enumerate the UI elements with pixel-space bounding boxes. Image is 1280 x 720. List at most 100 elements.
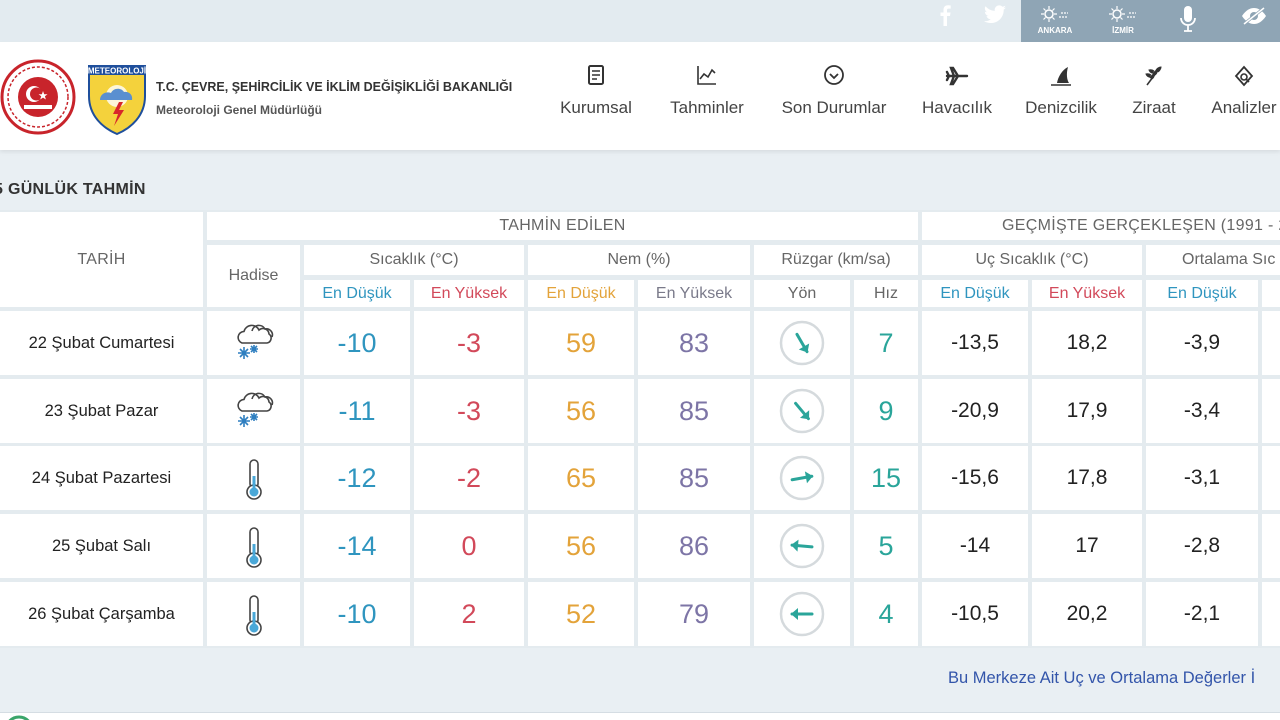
ministry-logo[interactable] xyxy=(0,58,76,136)
nav-item[interactable]: Havacılık xyxy=(897,64,1017,118)
thermometer-icon xyxy=(245,595,262,636)
forecast-header: TAHMİN EDİLEN xyxy=(207,212,918,240)
sub-header-cut xyxy=(1262,280,1280,307)
city-weather-icon[interactable] xyxy=(1108,5,1138,23)
nav-label[interactable]: Ziraat xyxy=(1132,98,1176,117)
min-temp: -14 xyxy=(304,514,410,578)
min-temp: -10 xyxy=(304,582,410,646)
wind-arrow xyxy=(779,455,825,501)
sub-header: En Düşük xyxy=(528,280,634,307)
date-cell: 26 Şubat Çarşamba xyxy=(0,582,203,646)
max-humidity: 79 xyxy=(638,582,750,646)
past-max: 18,2 xyxy=(1032,311,1142,375)
forecast-table: TARİH TAHMİN EDİLEN GEÇMİŞTE GERÇEKLEŞEN (… xyxy=(0,210,1280,648)
group-header: Uç Sıcaklık (°C) xyxy=(922,245,1142,275)
nav-item[interactable]: Ziraat xyxy=(1094,64,1214,118)
city-weather-icon[interactable] xyxy=(1040,5,1070,23)
event-cell xyxy=(207,514,300,578)
min-humidity: 56 xyxy=(528,514,634,578)
nav-item[interactable]: Denizcilik xyxy=(1001,64,1121,118)
group-header: Rüzgar (km/sa) xyxy=(754,245,918,275)
sub-header: En Yüksek xyxy=(1032,280,1142,307)
event-cell xyxy=(207,446,300,510)
min-temp: -10 xyxy=(304,311,410,375)
max-temp: -3 xyxy=(414,311,524,375)
avg-min: -2,1 xyxy=(1146,582,1258,646)
past-max: 17,8 xyxy=(1032,446,1142,510)
sub-header: Hız xyxy=(854,280,918,307)
logo-text: METEOROLOJİ xyxy=(88,67,146,76)
past-header: GEÇMİŞTE GERÇEKLEŞEN (1991 - 20 xyxy=(922,212,1280,240)
accessibility-icon[interactable] xyxy=(1240,6,1268,26)
nav-icon xyxy=(824,65,844,85)
twitter-icon[interactable] xyxy=(983,5,1007,25)
min-temp: -12 xyxy=(304,446,410,510)
wind-speed: 9 xyxy=(854,379,918,443)
top-bar: ANKARA İZMİR xyxy=(0,0,1280,42)
past-min: -13,5 xyxy=(922,311,1028,375)
nav-label[interactable]: Tahminler xyxy=(670,98,744,117)
event-cell xyxy=(207,582,300,646)
cut-cell xyxy=(1262,379,1280,443)
facebook-icon[interactable] xyxy=(936,4,956,26)
sub-header: En Düşük xyxy=(304,280,410,307)
avg-min: -3,4 xyxy=(1146,379,1258,443)
past-max: 20,2 xyxy=(1032,582,1142,646)
cut-cell xyxy=(1262,514,1280,578)
date-cell: 22 Şubat Cumartesi xyxy=(0,311,203,375)
past-min: -15,6 xyxy=(922,446,1028,510)
snow-icon xyxy=(236,324,273,359)
group-header: Nem (%) xyxy=(528,245,750,275)
bottom-icon xyxy=(8,715,30,720)
max-temp: 2 xyxy=(414,582,524,646)
past-min: -14 xyxy=(922,514,1028,578)
cut-cell xyxy=(1262,582,1280,646)
nav-item[interactable]: Tahminler xyxy=(647,64,767,118)
snow-icon xyxy=(236,392,273,427)
footer-link[interactable]: Bu Merkeze Ait Uç ve Ortalama Değerler İ xyxy=(948,669,1256,687)
avg-min: -3,9 xyxy=(1146,311,1258,375)
min-humidity: 59 xyxy=(528,311,634,375)
wind-direction xyxy=(754,446,850,510)
cut-cell xyxy=(1262,311,1280,375)
nav-icon xyxy=(1234,65,1254,87)
city-label[interactable]: ANKARA xyxy=(1037,26,1073,35)
microphone-icon[interactable] xyxy=(1179,5,1197,33)
thermometer-icon xyxy=(245,459,262,500)
wind-direction xyxy=(754,582,850,646)
past-max: 17 xyxy=(1032,514,1142,578)
max-temp: -3 xyxy=(414,379,524,443)
cut-cell xyxy=(1262,446,1280,510)
wind-arrow xyxy=(779,591,825,637)
max-humidity: 85 xyxy=(638,446,750,510)
city-bar xyxy=(1021,0,1280,42)
nav-item[interactable]: Kurumsal xyxy=(536,64,656,118)
nav-item[interactable]: Analizler xyxy=(1184,64,1280,118)
event-header: Hadise xyxy=(207,245,300,307)
ministry-name: T.C. ÇEVRE, ŞEHİRCİLİK VE İKLİM DEĞİŞİKL… xyxy=(156,80,513,94)
min-humidity: 65 xyxy=(528,446,634,510)
min-temp: -11 xyxy=(304,379,410,443)
max-temp: -2 xyxy=(414,446,524,510)
group-header: Ortalama Sıc xyxy=(1146,245,1280,275)
nav-label[interactable]: Kurumsal xyxy=(560,98,632,117)
wind-speed: 4 xyxy=(854,582,918,646)
date-cell: 25 Şubat Salı xyxy=(0,514,203,578)
nav-item[interactable]: Son Durumlar xyxy=(774,64,894,118)
nav-label[interactable]: Analizler xyxy=(1211,98,1277,117)
nav-label[interactable]: Havacılık xyxy=(922,98,992,117)
nav-label[interactable]: Son Durumlar xyxy=(781,98,887,117)
city-label[interactable]: İZMİR xyxy=(1112,26,1134,35)
wind-arrow xyxy=(779,523,825,569)
max-humidity: 83 xyxy=(638,311,750,375)
nav-icon xyxy=(588,65,604,85)
avg-min: -3,1 xyxy=(1146,446,1258,510)
sub-header: En Yüksek xyxy=(414,280,524,307)
wind-direction xyxy=(754,514,850,578)
wind-direction xyxy=(754,379,850,443)
nav-icon xyxy=(1051,67,1071,86)
nav-label[interactable]: Denizcilik xyxy=(1025,98,1097,117)
wind-arrow xyxy=(779,320,825,366)
meteoroloji-logo[interactable]: METEOROLOJİ xyxy=(86,58,148,136)
